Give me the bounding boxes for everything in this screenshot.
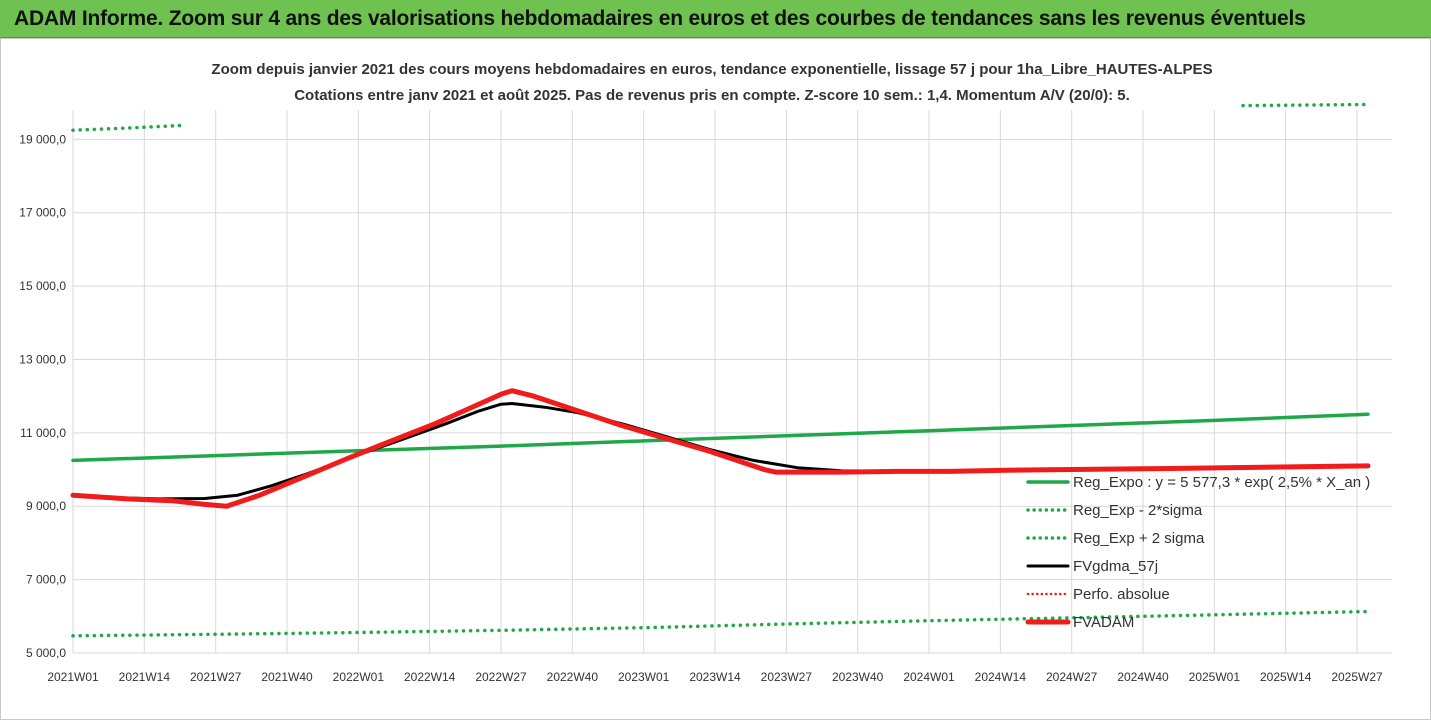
legend-entry-minus-2sigma-label: Reg_Exp - 2*sigma [1073, 502, 1203, 519]
y-tick-label: 7 000,0 [26, 573, 66, 587]
report-title: ADAM Informe. Zoom sur 4 ans des valoris… [14, 7, 1306, 30]
legend-entry-plus-2sigma: Reg_Exp + 2 sigma [1026, 530, 1205, 547]
x-tick-label: 2022W40 [547, 670, 599, 684]
chart-title-line-1: Zoom depuis janvier 2021 des cours moyen… [211, 61, 1212, 78]
series-reg-exp-minus-2sigma-line [71, 609, 1370, 638]
x-tick-label: 2024W01 [903, 670, 955, 684]
chart-gridlines [72, 110, 1392, 654]
y-axis-tick-labels: 5 000,0 7 000,0 9 000,0 11 000,0 13 000,0 15 … [19, 132, 66, 660]
x-tick-label: 2025W27 [1331, 670, 1383, 684]
legend-entry-perfo-absolue: Perfo. absolue [1026, 586, 1170, 603]
chart-series [70, 102, 1371, 638]
report-banner: ADAM Informe. Zoom sur 4 ans des valoris… [0, 0, 1431, 38]
x-tick-label: 2022W14 [404, 670, 456, 684]
x-tick-label: 2021W27 [190, 670, 242, 684]
legend-entry-reg-expo-label: Reg_Expo : y = 5 577,3 * exp( 2,5% * X_a… [1073, 474, 1370, 491]
series-reg-exp-plus-2sigma-line-left [71, 123, 185, 132]
x-tick-label: 2022W27 [475, 670, 527, 684]
x-tick-label: 2023W01 [618, 670, 670, 684]
series-fvadam-line [70, 388, 1371, 509]
legend-entry-fvadam-label: FVADAM [1073, 614, 1134, 631]
legend-entry-minus-2sigma: Reg_Exp - 2*sigma [1026, 502, 1203, 519]
x-tick-label: 2024W40 [1117, 670, 1169, 684]
y-tick-label: 11 000,0 [20, 426, 66, 440]
series-reg-expo-line [71, 412, 1370, 463]
legend-entry-fvgdma: FVgdma_57j [1026, 558, 1158, 575]
chart-title-line-2: Cotations entre janv 2021 et août 2025. … [294, 87, 1130, 104]
x-axis-tick-labels: 2021W01 2021W14 2021W27 2021W40 2022W01 2022W… [47, 670, 1383, 684]
x-tick-label: 2021W14 [119, 670, 171, 684]
x-tick-label: 2021W01 [47, 670, 99, 684]
legend-entry-fvadam: FVADAM [1025, 614, 1134, 631]
legend-entry-fvgdma-label: FVgdma_57j [1073, 558, 1158, 575]
legend-entry-perfo-absolue-label: Perfo. absolue [1073, 586, 1170, 603]
legend-entry-plus-2sigma-label: Reg_Exp + 2 sigma [1073, 530, 1205, 547]
series-reg-exp-plus-2sigma-line-right [1241, 102, 1370, 108]
x-tick-label: 2023W14 [689, 670, 741, 684]
x-tick-label: 2025W14 [1260, 670, 1312, 684]
x-tick-label: 2023W40 [832, 670, 884, 684]
x-tick-label: 2024W27 [1046, 670, 1098, 684]
y-tick-label: 9 000,0 [26, 499, 66, 513]
y-tick-label: 19 000,0 [19, 132, 66, 146]
chart-legend: Reg_Expo : y = 5 577,3 * exp( 2,5% * X_a… [1025, 474, 1370, 631]
y-tick-label: 5 000,0 [26, 646, 66, 660]
legend-entry-reg-expo: Reg_Expo : y = 5 577,3 * exp( 2,5% * X_a… [1026, 474, 1370, 491]
y-tick-label: 17 000,0 [19, 206, 66, 220]
x-tick-label: 2022W01 [333, 670, 385, 684]
x-tick-label: 2021W40 [261, 670, 313, 684]
x-tick-label: 2024W14 [975, 670, 1027, 684]
y-tick-label: 13 000,0 [19, 352, 66, 366]
x-tick-label: 2025W01 [1189, 670, 1241, 684]
y-tick-label: 15 000,0 [19, 279, 66, 293]
x-tick-label: 2023W27 [761, 670, 813, 684]
